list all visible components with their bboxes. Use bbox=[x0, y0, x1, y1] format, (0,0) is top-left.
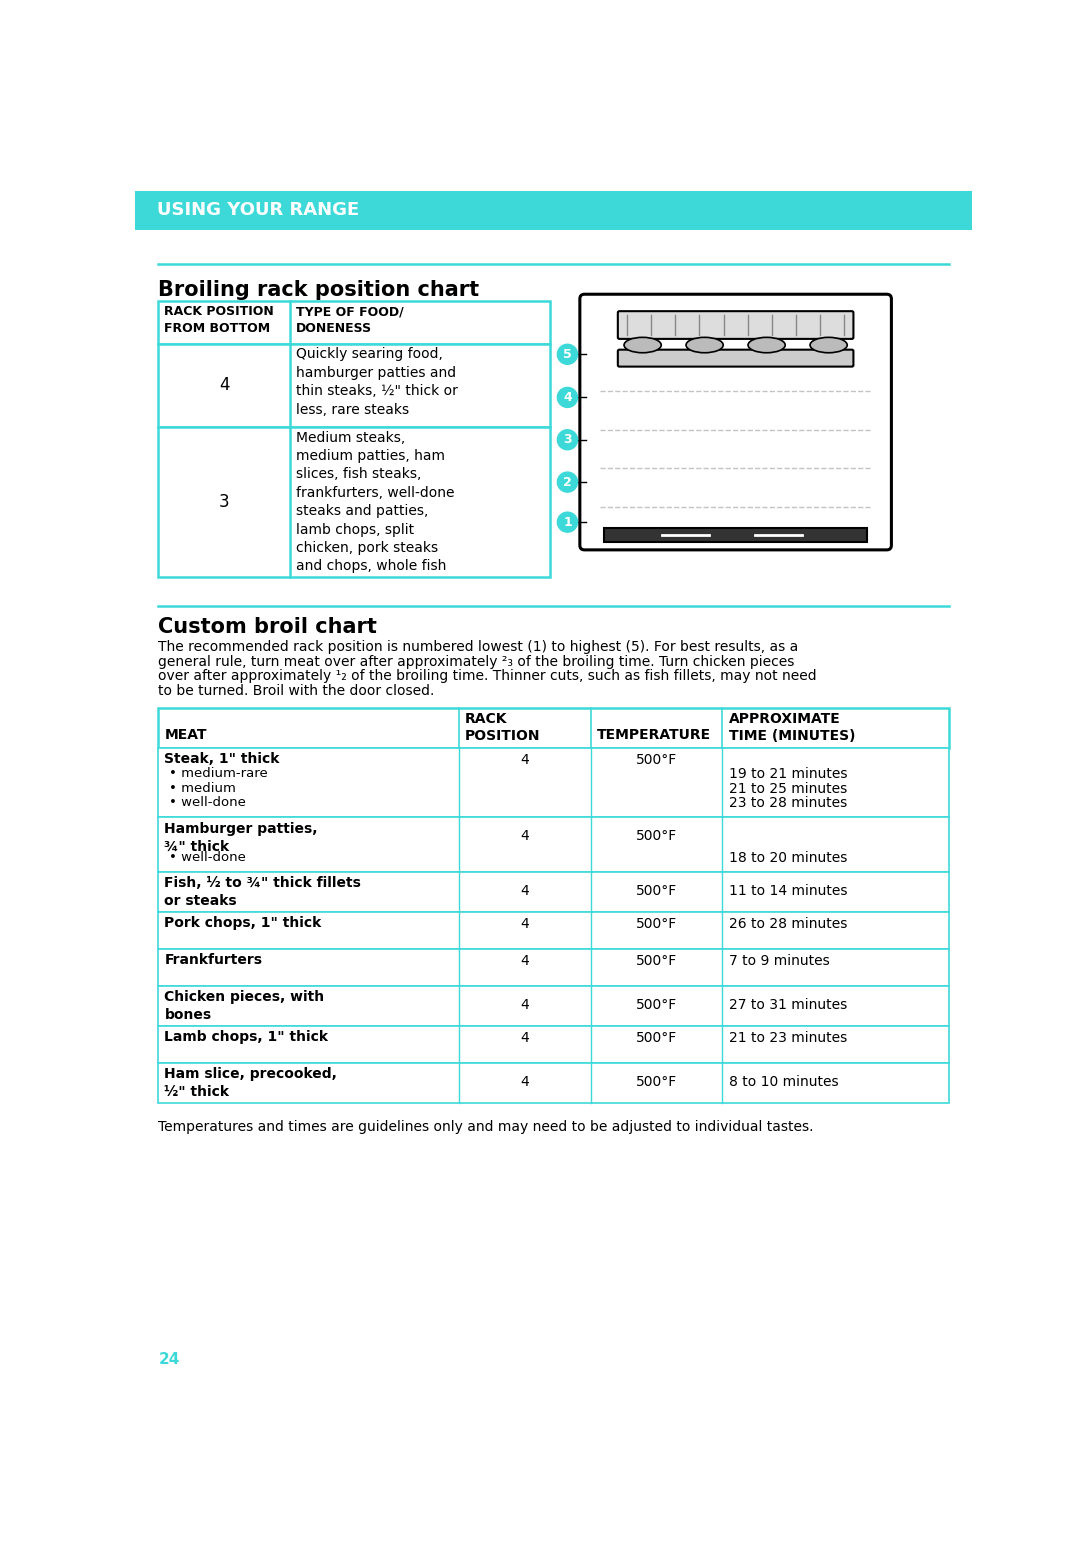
Text: Chicken pieces, with
bones: Chicken pieces, with bones bbox=[164, 991, 325, 1022]
FancyBboxPatch shape bbox=[618, 310, 853, 339]
Text: 4: 4 bbox=[521, 1031, 529, 1045]
Text: 23 to 28 minutes: 23 to 28 minutes bbox=[729, 796, 847, 810]
Text: 2: 2 bbox=[563, 476, 571, 488]
Circle shape bbox=[557, 473, 578, 491]
Text: • medium: • medium bbox=[170, 782, 235, 794]
Text: 3: 3 bbox=[219, 493, 229, 510]
Ellipse shape bbox=[686, 337, 724, 353]
Text: 11 to 14 minutes: 11 to 14 minutes bbox=[729, 885, 847, 899]
Text: Hamburger patties,
¾" thick: Hamburger patties, ¾" thick bbox=[164, 822, 318, 853]
Text: Fish, ½ to ¾" thick fillets
or steaks: Fish, ½ to ¾" thick fillets or steaks bbox=[164, 877, 362, 908]
Text: Broiling rack position chart: Broiling rack position chart bbox=[159, 279, 480, 300]
Text: 500°F: 500°F bbox=[636, 752, 677, 766]
Text: 500°F: 500°F bbox=[636, 1075, 677, 1089]
Text: 8 to 10 minutes: 8 to 10 minutes bbox=[729, 1075, 838, 1089]
Text: Quickly searing food,
hamburger patties and
thin steaks, ½" thick or
less, rare : Quickly searing food, hamburger patties … bbox=[296, 348, 458, 417]
Circle shape bbox=[557, 512, 578, 532]
Text: 500°F: 500°F bbox=[636, 998, 677, 1012]
Text: APPROXIMATE
TIME (MINUTES): APPROXIMATE TIME (MINUTES) bbox=[729, 711, 855, 743]
FancyBboxPatch shape bbox=[580, 295, 891, 549]
FancyBboxPatch shape bbox=[159, 301, 550, 343]
Text: Frankfurters: Frankfurters bbox=[164, 953, 262, 967]
Text: 21 to 23 minutes: 21 to 23 minutes bbox=[729, 1031, 847, 1045]
Text: MEAT: MEAT bbox=[164, 727, 207, 741]
Text: 4: 4 bbox=[563, 392, 571, 404]
Text: to be turned. Broil with the door closed.: to be turned. Broil with the door closed… bbox=[159, 683, 434, 697]
Text: 4: 4 bbox=[521, 830, 529, 844]
Text: 18 to 20 minutes: 18 to 20 minutes bbox=[729, 850, 847, 864]
Circle shape bbox=[557, 387, 578, 407]
Text: The recommended rack position is numbered lowest (1) to highest (5). For best re: The recommended rack position is numbere… bbox=[159, 640, 798, 654]
Text: Lamb chops, 1" thick: Lamb chops, 1" thick bbox=[164, 1030, 328, 1044]
Text: 4: 4 bbox=[521, 998, 529, 1012]
Text: • medium-rare: • medium-rare bbox=[170, 768, 268, 780]
Text: 7 to 9 minutes: 7 to 9 minutes bbox=[729, 953, 829, 967]
Text: Temperatures and times are guidelines only and may need to be adjusted to indivi: Temperatures and times are guidelines on… bbox=[159, 1120, 813, 1134]
FancyBboxPatch shape bbox=[159, 817, 948, 872]
Text: Pork chops, 1" thick: Pork chops, 1" thick bbox=[164, 916, 322, 930]
FancyBboxPatch shape bbox=[159, 343, 550, 427]
Text: 500°F: 500°F bbox=[636, 1031, 677, 1045]
Text: 4: 4 bbox=[521, 752, 529, 766]
Text: 4: 4 bbox=[521, 953, 529, 967]
FancyBboxPatch shape bbox=[618, 349, 853, 367]
FancyBboxPatch shape bbox=[159, 708, 948, 747]
Text: USING YOUR RANGE: USING YOUR RANGE bbox=[157, 201, 359, 220]
Text: 4: 4 bbox=[521, 1075, 529, 1089]
FancyBboxPatch shape bbox=[159, 986, 948, 1026]
Text: 500°F: 500°F bbox=[636, 830, 677, 844]
Ellipse shape bbox=[624, 337, 661, 353]
FancyBboxPatch shape bbox=[159, 948, 948, 986]
Text: • well-done: • well-done bbox=[170, 850, 246, 864]
Text: 500°F: 500°F bbox=[636, 885, 677, 899]
FancyBboxPatch shape bbox=[159, 427, 550, 577]
Text: 24: 24 bbox=[159, 1353, 179, 1367]
Text: 4: 4 bbox=[219, 376, 229, 395]
Text: 19 to 21 minutes: 19 to 21 minutes bbox=[729, 768, 847, 782]
FancyBboxPatch shape bbox=[159, 747, 948, 817]
Text: Steak, 1" thick: Steak, 1" thick bbox=[164, 752, 280, 766]
FancyBboxPatch shape bbox=[135, 190, 972, 229]
Text: 27 to 31 minutes: 27 to 31 minutes bbox=[729, 998, 847, 1012]
Text: Ham slice, precooked,
½" thick: Ham slice, precooked, ½" thick bbox=[164, 1067, 337, 1100]
Text: over after approximately ¹₂ of the broiling time. Thinner cuts, such as fish fil: over after approximately ¹₂ of the broil… bbox=[159, 669, 816, 683]
FancyBboxPatch shape bbox=[159, 1026, 948, 1062]
Text: 26 to 28 minutes: 26 to 28 minutes bbox=[729, 917, 847, 931]
Text: 4: 4 bbox=[521, 885, 529, 899]
FancyBboxPatch shape bbox=[159, 1062, 948, 1103]
Text: RACK POSITION
FROM BOTTOM: RACK POSITION FROM BOTTOM bbox=[164, 306, 273, 335]
Text: TEMPERATURE: TEMPERATURE bbox=[597, 727, 711, 741]
Circle shape bbox=[557, 429, 578, 449]
Text: Medium steaks,
medium patties, ham
slices, fish steaks,
frankfurters, well-done
: Medium steaks, medium patties, ham slice… bbox=[296, 431, 455, 574]
Text: general rule, turn meat over after approximately ²₃ of the broiling time. Turn c: general rule, turn meat over after appro… bbox=[159, 655, 795, 669]
Text: Custom broil chart: Custom broil chart bbox=[159, 616, 377, 636]
Ellipse shape bbox=[748, 337, 785, 353]
Text: 5: 5 bbox=[563, 348, 571, 360]
Text: TYPE OF FOOD/
DONENESS: TYPE OF FOOD/ DONENESS bbox=[296, 306, 404, 335]
Text: 4: 4 bbox=[521, 917, 529, 931]
Text: 21 to 25 minutes: 21 to 25 minutes bbox=[729, 782, 847, 796]
Ellipse shape bbox=[810, 337, 847, 353]
Text: 3: 3 bbox=[563, 434, 571, 446]
Text: • well-done: • well-done bbox=[170, 796, 246, 810]
FancyBboxPatch shape bbox=[159, 872, 948, 911]
Text: RACK
POSITION: RACK POSITION bbox=[465, 711, 541, 743]
FancyBboxPatch shape bbox=[159, 911, 948, 948]
Text: 500°F: 500°F bbox=[636, 953, 677, 967]
Circle shape bbox=[557, 345, 578, 365]
Text: 1: 1 bbox=[563, 516, 571, 529]
Text: 500°F: 500°F bbox=[636, 917, 677, 931]
FancyBboxPatch shape bbox=[604, 529, 867, 543]
